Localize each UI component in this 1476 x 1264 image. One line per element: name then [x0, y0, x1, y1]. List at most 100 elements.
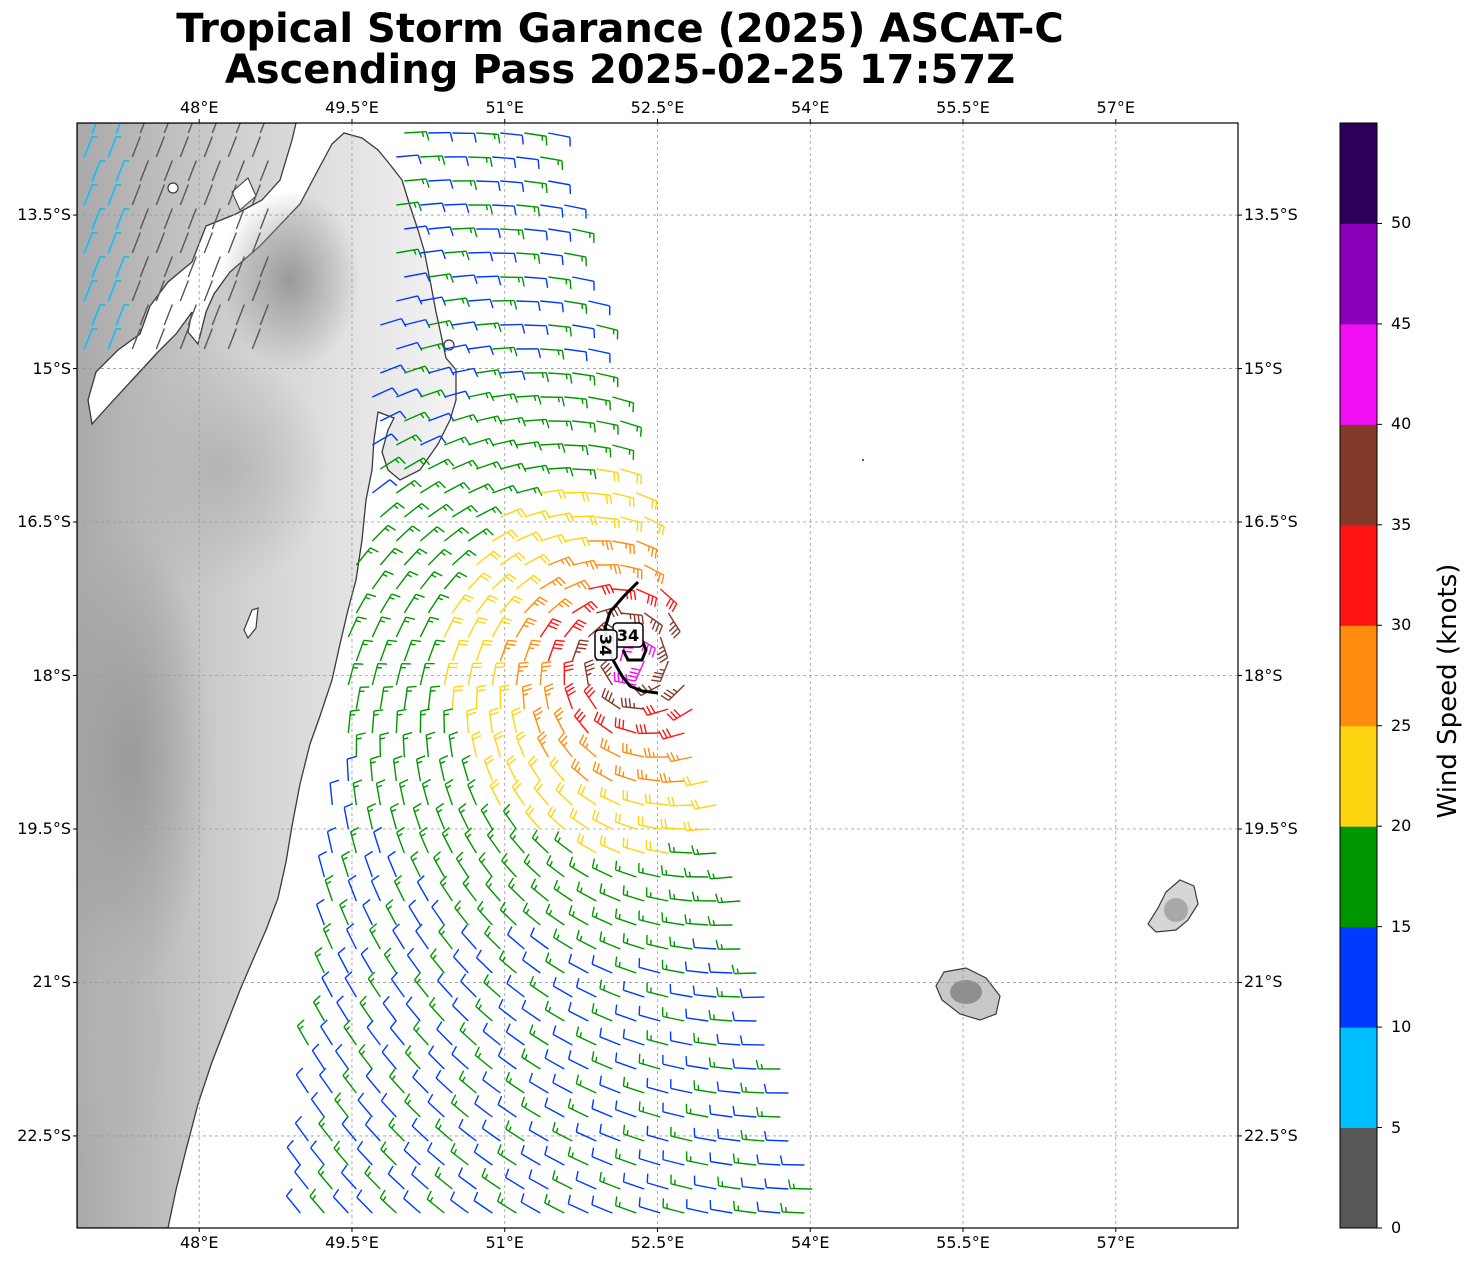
wind-barb	[187, 123, 193, 134]
contour-labels: 34 34	[594, 622, 644, 661]
wind-barb	[426, 1190, 445, 1214]
wind-barb	[484, 925, 501, 950]
lon-tick-label-bottom: 48°E	[179, 1233, 219, 1252]
wind-barb	[187, 208, 197, 230]
wind-barb	[500, 416, 527, 427]
wind-barb	[638, 958, 661, 974]
wind-barb	[396, 248, 423, 258]
wind-barb	[139, 256, 149, 278]
wind-barb	[428, 179, 454, 189]
wind-barb	[471, 731, 482, 758]
wind-barb	[509, 828, 525, 854]
tromelin-island	[862, 459, 864, 461]
wind-barb	[515, 574, 542, 590]
wind-barb	[740, 1129, 765, 1142]
wind-barb	[575, 978, 597, 998]
wind-barb	[476, 415, 503, 425]
wind-barb	[660, 684, 685, 702]
wind-barb	[515, 661, 529, 686]
wind-barb	[467, 778, 477, 806]
wind-barb	[662, 1198, 685, 1214]
wind-barb	[690, 799, 717, 810]
wind-barb	[638, 1197, 661, 1214]
wind-barb	[443, 616, 464, 638]
wind-barb	[412, 802, 422, 830]
wind-barb	[420, 435, 447, 446]
wind-barb	[593, 711, 613, 734]
wind-barb	[468, 204, 493, 215]
wind-barb	[516, 252, 541, 264]
wind-barb	[477, 900, 493, 926]
colorbar-tick-label: 45	[1391, 313, 1412, 333]
wind-barb	[91, 303, 106, 326]
wind-barb	[347, 616, 367, 638]
wind-barb	[482, 1022, 501, 1046]
wind-barb	[522, 902, 541, 926]
wind-barb	[115, 303, 130, 326]
wind-barb	[373, 826, 383, 854]
wind-barb	[492, 346, 518, 357]
wind-barb	[390, 971, 405, 998]
wind-barb	[450, 1191, 469, 1214]
wind-barb	[455, 851, 469, 878]
wind-barb	[443, 571, 468, 590]
wind-barb	[577, 783, 597, 806]
wind-barb	[506, 974, 525, 998]
wind-barb	[235, 123, 241, 134]
wind-barb	[476, 180, 501, 191]
lat-tick-label-left: 19.5°S	[17, 818, 71, 838]
wind-barb	[489, 779, 501, 806]
wind-barb	[345, 922, 357, 950]
wind-barb	[540, 156, 564, 170]
wind-barb	[320, 1019, 333, 1046]
wind-barb	[500, 370, 526, 381]
wind-barb	[500, 132, 524, 145]
wind-barb	[548, 324, 572, 337]
wind-barb	[364, 1116, 381, 1142]
wind-barb	[474, 1095, 493, 1118]
wind-barb	[539, 576, 566, 590]
wind-barb	[342, 1068, 357, 1094]
wind-barb	[396, 154, 422, 165]
wind-barb	[251, 328, 261, 350]
wind-barb	[693, 1127, 717, 1142]
wind-barb	[780, 1202, 805, 1214]
wind-barb	[427, 593, 450, 614]
wind-barb	[139, 123, 145, 134]
wind-barb	[575, 1122, 597, 1142]
wind-barb	[398, 778, 409, 806]
wind-barb	[203, 136, 213, 158]
wind-barb	[613, 671, 637, 686]
wind-barb	[756, 1154, 781, 1166]
lat-tick-label-left: 15°S	[32, 358, 71, 378]
wind-barb	[548, 180, 572, 195]
wind-barb	[576, 832, 597, 854]
wind-barb	[667, 796, 693, 807]
wind-barb	[427, 685, 441, 710]
wind-barb	[355, 639, 374, 662]
lat-tick-label-left: 13.5°S	[17, 205, 71, 225]
wind-barb	[646, 1173, 669, 1190]
wind-barb	[636, 492, 658, 511]
wind-barb	[532, 706, 543, 734]
wind-barb	[756, 1201, 781, 1214]
wind-barb	[620, 564, 643, 580]
wind-barb	[614, 1052, 637, 1070]
wind-barb	[545, 952, 565, 974]
wind-barb	[591, 954, 613, 974]
wind-barb	[660, 865, 685, 878]
wind-barb	[525, 804, 541, 830]
wind-barb	[614, 717, 637, 734]
wind-barb	[691, 891, 717, 902]
wind-barb	[343, 803, 353, 830]
wind-barb	[131, 328, 141, 350]
wind-barb	[411, 1117, 429, 1142]
wind-barb	[475, 550, 502, 566]
wind-barb	[452, 132, 477, 143]
wind-barb	[622, 980, 645, 998]
axis-tick-marks	[73, 119, 1242, 1232]
wind-barb	[529, 927, 549, 950]
wind-barb	[380, 410, 407, 422]
colorbar-tick-label: 25	[1391, 715, 1412, 735]
wind-barb	[531, 829, 549, 854]
